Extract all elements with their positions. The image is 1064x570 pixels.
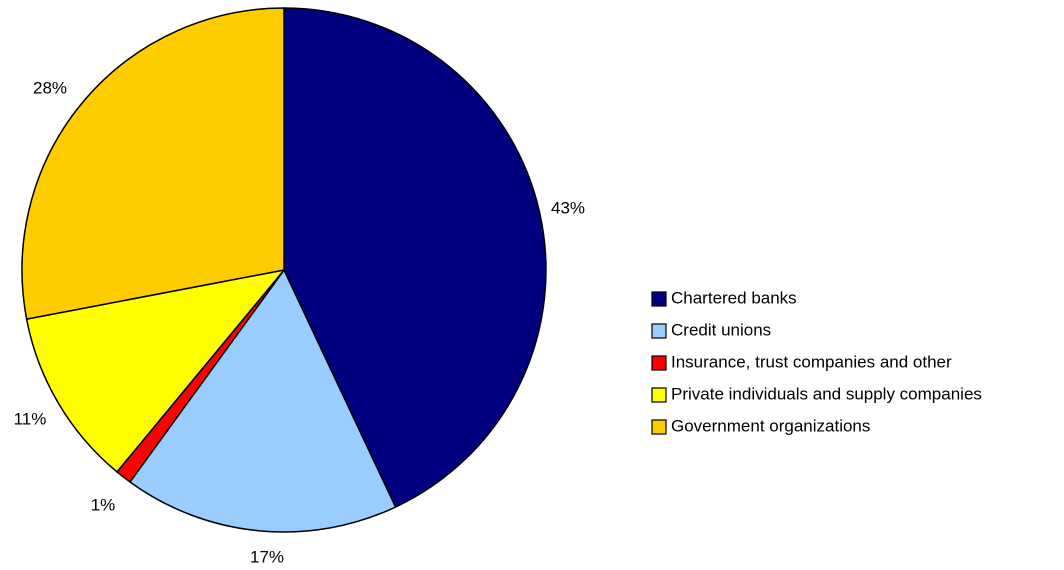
legend-label: Credit unions (671, 320, 771, 339)
legend-item-private-individuals: Private individuals and supply companies (651, 384, 982, 403)
legend: Chartered banks Credit unions Insurance, t… (651, 288, 982, 435)
pct-label-credit-unions: 17% (250, 547, 284, 566)
pct-label-government: 28% (33, 78, 67, 97)
pct-label-insurance-trust: 1% (91, 495, 116, 514)
legend-swatch (651, 291, 667, 307)
legend-label: Insurance, trust companies and other (671, 352, 952, 371)
slice-private-individuals (25, 269, 285, 473)
slice-credit-unions (129, 269, 397, 533)
pct-label-chartered-banks: 43% (551, 198, 585, 217)
legend-swatch (651, 323, 667, 339)
legend-item-credit-unions: Credit unions (651, 320, 771, 339)
legend-item-insurance-trust: Insurance, trust companies and other (651, 352, 952, 371)
legend-item-chartered-banks: Chartered banks (651, 288, 797, 307)
legend-item-government: Government organizations (651, 416, 870, 435)
pie-percentage-labels: 43% 17% 1% 11% 28% (14, 78, 585, 566)
legend-swatch (651, 419, 667, 435)
pie-slices (21, 7, 547, 533)
slice-government (21, 7, 285, 320)
legend-swatch (651, 387, 667, 403)
legend-swatch (651, 355, 667, 371)
legend-label: Chartered banks (671, 288, 797, 307)
legend-label: Government organizations (671, 416, 870, 435)
pct-label-private-individuals: 11% (14, 409, 47, 428)
legend-label: Private individuals and supply companies (671, 384, 982, 403)
slice-chartered-banks (283, 7, 547, 508)
